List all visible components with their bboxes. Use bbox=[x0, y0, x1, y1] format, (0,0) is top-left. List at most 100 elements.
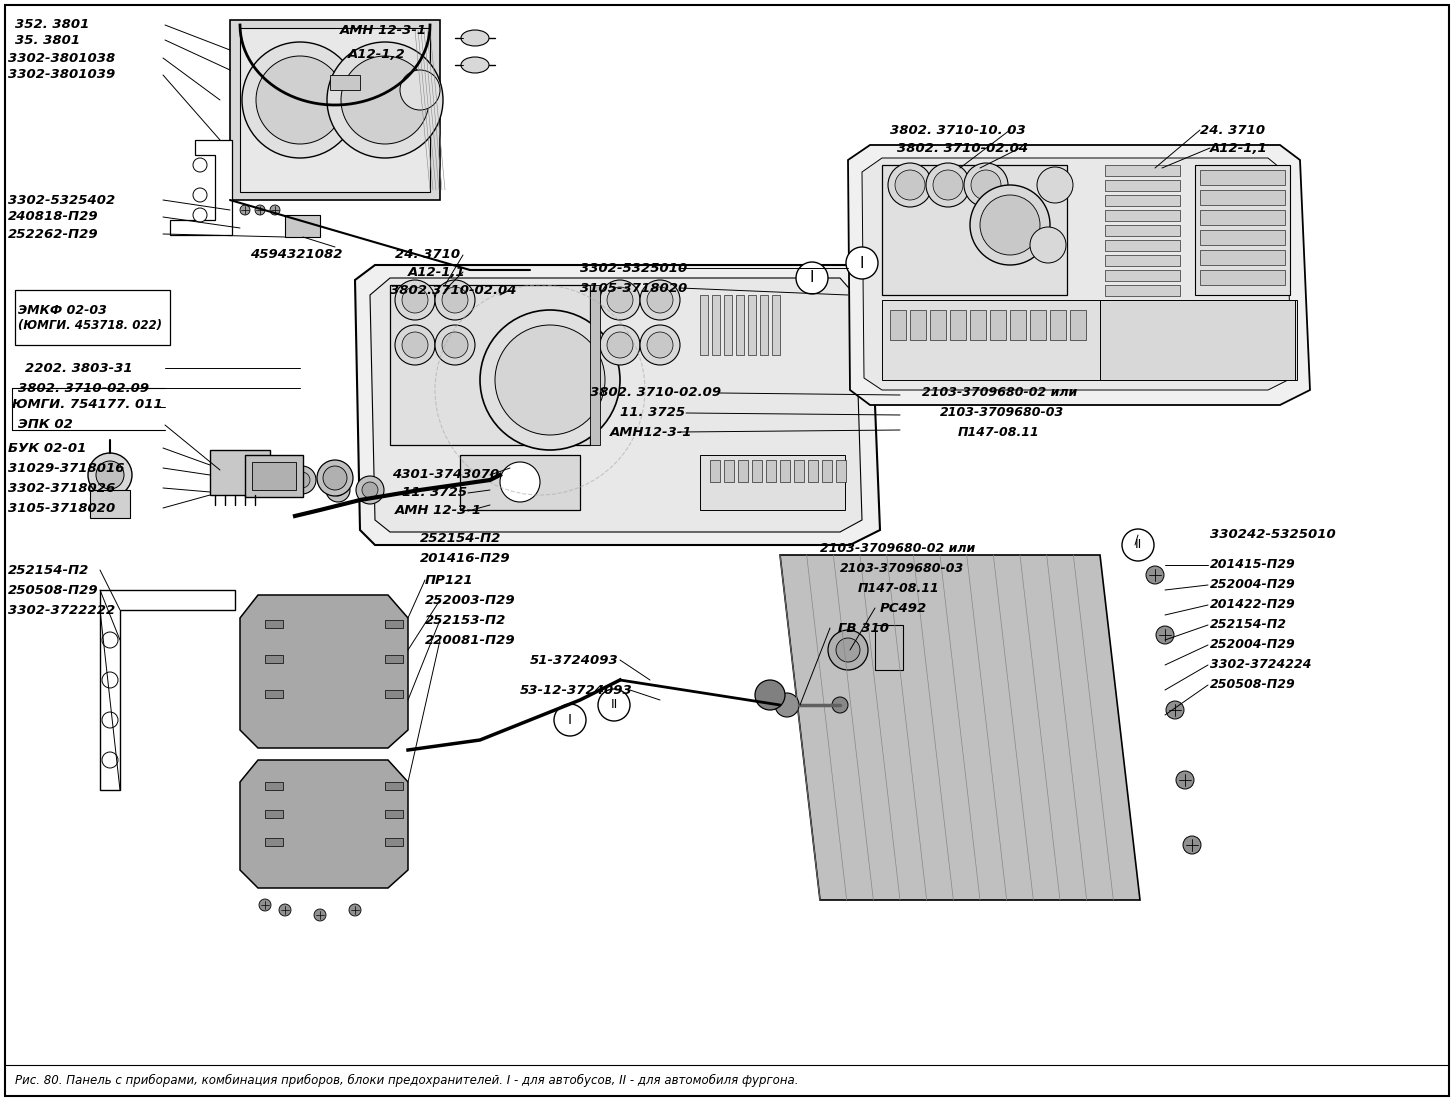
Bar bbox=[990, 310, 1006, 340]
Text: 252004-П29: 252004-П29 bbox=[1210, 639, 1296, 652]
Circle shape bbox=[256, 56, 345, 144]
Text: АМН 12-3-1: АМН 12-3-1 bbox=[395, 504, 483, 517]
Circle shape bbox=[435, 325, 475, 366]
Text: 252153-П2: 252153-П2 bbox=[425, 613, 506, 626]
Circle shape bbox=[647, 333, 673, 358]
Circle shape bbox=[933, 170, 963, 200]
Text: I: I bbox=[810, 271, 814, 285]
Text: АМН12-3-1: АМН12-3-1 bbox=[611, 425, 692, 438]
Bar bbox=[949, 310, 965, 340]
Polygon shape bbox=[170, 140, 233, 235]
Bar bbox=[390, 285, 590, 445]
Text: ЭМКФ 02-03: ЭМКФ 02-03 bbox=[17, 304, 108, 316]
Circle shape bbox=[327, 42, 443, 159]
Circle shape bbox=[241, 42, 358, 159]
Circle shape bbox=[1156, 626, 1173, 644]
Circle shape bbox=[964, 163, 1008, 207]
Circle shape bbox=[193, 208, 206, 222]
Bar bbox=[699, 295, 708, 355]
Circle shape bbox=[102, 752, 118, 768]
Text: 3302-3718026: 3302-3718026 bbox=[9, 481, 115, 494]
Bar bbox=[15, 290, 170, 345]
Circle shape bbox=[89, 453, 132, 497]
Text: 35. 3801: 35. 3801 bbox=[15, 33, 80, 46]
Circle shape bbox=[395, 280, 435, 320]
Text: 252004-П29: 252004-П29 bbox=[1210, 578, 1296, 591]
Polygon shape bbox=[240, 595, 409, 748]
Bar bbox=[385, 655, 403, 663]
Text: I: I bbox=[859, 255, 864, 271]
Bar bbox=[1070, 310, 1086, 340]
Bar bbox=[760, 295, 768, 355]
Circle shape bbox=[435, 280, 475, 320]
Bar bbox=[970, 310, 986, 340]
Text: 3302-5325402: 3302-5325402 bbox=[9, 194, 115, 207]
Text: БУК 02-01: БУК 02-01 bbox=[9, 442, 86, 455]
Circle shape bbox=[554, 704, 586, 735]
Bar bbox=[1200, 210, 1285, 225]
Ellipse shape bbox=[461, 30, 489, 46]
Bar bbox=[883, 299, 1297, 380]
Circle shape bbox=[971, 170, 1000, 200]
Circle shape bbox=[193, 159, 206, 172]
Bar bbox=[875, 625, 903, 671]
Text: 201415-П29: 201415-П29 bbox=[1210, 558, 1296, 571]
Text: А12-1,1: А12-1,1 bbox=[1210, 142, 1268, 154]
Text: 3802. 3710-02.09: 3802. 3710-02.09 bbox=[590, 386, 721, 400]
Bar bbox=[710, 460, 720, 482]
Circle shape bbox=[395, 325, 435, 366]
Text: Рис. 80. Панель с приборами, комбинация приборов, блоки предохранителей. I - для: Рис. 80. Панель с приборами, комбинация … bbox=[15, 1073, 798, 1087]
Bar bbox=[1200, 250, 1285, 265]
Bar bbox=[385, 690, 403, 698]
Circle shape bbox=[846, 247, 878, 279]
Bar bbox=[699, 455, 845, 510]
Circle shape bbox=[500, 462, 539, 502]
Circle shape bbox=[598, 689, 630, 721]
Text: II: II bbox=[1134, 538, 1141, 552]
Bar bbox=[1011, 310, 1027, 340]
Text: П147-08.11: П147-08.11 bbox=[858, 581, 939, 595]
Text: 24. 3710: 24. 3710 bbox=[1200, 123, 1265, 137]
Circle shape bbox=[980, 195, 1040, 255]
Bar bbox=[766, 460, 776, 482]
Bar bbox=[747, 295, 756, 355]
Circle shape bbox=[294, 472, 310, 488]
Bar bbox=[385, 782, 403, 791]
Text: 11. 3725: 11. 3725 bbox=[401, 487, 467, 500]
Circle shape bbox=[606, 287, 632, 313]
Text: ГВ 310: ГВ 310 bbox=[838, 621, 888, 634]
Circle shape bbox=[888, 163, 932, 207]
Text: РС492: РС492 bbox=[880, 601, 928, 614]
Bar bbox=[265, 810, 284, 818]
Text: 252003-П29: 252003-П29 bbox=[425, 593, 516, 607]
Circle shape bbox=[317, 460, 353, 495]
Text: 4301-3743070: 4301-3743070 bbox=[393, 469, 499, 481]
Circle shape bbox=[323, 466, 348, 490]
Bar bbox=[1050, 310, 1066, 340]
Bar bbox=[459, 455, 580, 510]
Text: 11. 3725: 11. 3725 bbox=[619, 406, 685, 419]
Text: 31029-3718016: 31029-3718016 bbox=[9, 461, 125, 475]
Polygon shape bbox=[100, 590, 236, 791]
Bar bbox=[931, 310, 947, 340]
Bar bbox=[910, 310, 926, 340]
Circle shape bbox=[442, 333, 468, 358]
Circle shape bbox=[1166, 701, 1184, 719]
Circle shape bbox=[332, 484, 345, 495]
Circle shape bbox=[102, 672, 118, 688]
Bar bbox=[794, 460, 804, 482]
Bar bbox=[1105, 240, 1181, 251]
Text: 2103-3709680-02 или: 2103-3709680-02 или bbox=[922, 386, 1077, 400]
Text: ЭПК 02: ЭПК 02 bbox=[17, 418, 73, 432]
Circle shape bbox=[400, 70, 441, 110]
Circle shape bbox=[647, 287, 673, 313]
Circle shape bbox=[314, 909, 326, 922]
Bar bbox=[385, 620, 403, 628]
Text: 53-12-3724093: 53-12-3724093 bbox=[521, 684, 632, 697]
Circle shape bbox=[102, 712, 118, 728]
Circle shape bbox=[270, 205, 281, 215]
Text: 252262-П29: 252262-П29 bbox=[9, 228, 99, 240]
Polygon shape bbox=[230, 20, 441, 200]
Bar bbox=[1105, 270, 1181, 281]
Bar bbox=[265, 838, 284, 846]
